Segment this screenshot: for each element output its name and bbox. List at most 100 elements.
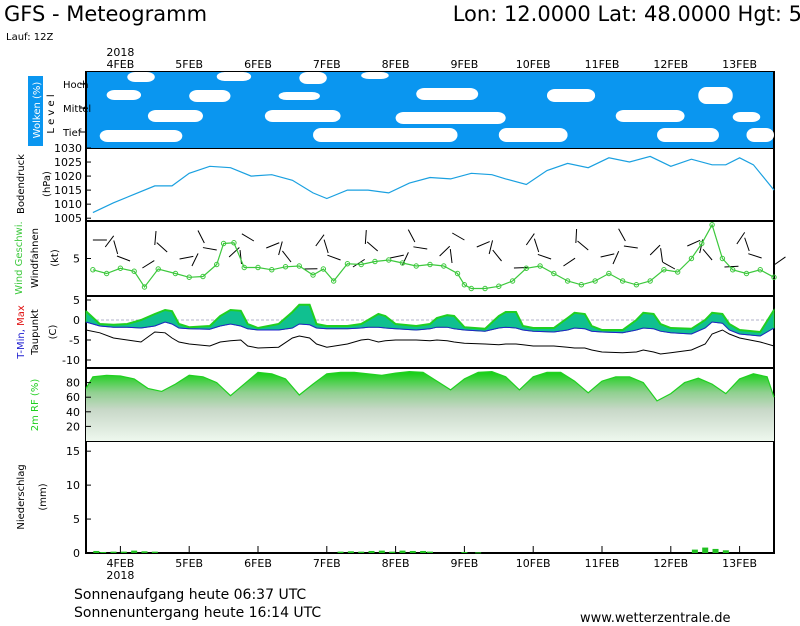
wind-barb (282, 251, 291, 262)
wind-barb (327, 255, 340, 260)
wind-barb (105, 236, 113, 247)
humidity-tick-label: 80 (66, 377, 80, 390)
pressure-tick-label: 1015 (54, 184, 82, 197)
x-tick-label-top: 6FEB (244, 58, 272, 71)
precip-tick-label: 5 (73, 513, 80, 526)
wind-barb (180, 256, 194, 259)
precip-bar (93, 551, 99, 553)
clear-sky-patch (698, 87, 732, 104)
dewpoint-line (86, 330, 774, 354)
precip-bar (100, 552, 106, 553)
precip-bar (348, 551, 354, 553)
wind-barb (748, 254, 761, 258)
x-tick-label-bottom: 12FEB (653, 557, 688, 570)
precip-bar (461, 552, 467, 553)
sunset-info: Sonnenuntergang heute 16:14 UTC (74, 605, 321, 621)
humidity-tick-label: 20 (66, 420, 80, 433)
x-tick-label-top: 4FEB (106, 58, 134, 71)
wind-barb (493, 250, 502, 261)
x-tick-label-bottom: 11FEB (585, 557, 620, 570)
wind-barb (624, 246, 638, 248)
temp-tick-label: -5 (69, 334, 80, 347)
wind-barb (324, 240, 328, 253)
clear-sky-patch (265, 110, 341, 122)
wind-barb (534, 239, 538, 252)
clear-sky-patch (616, 110, 685, 122)
humidity-area (86, 372, 774, 441)
wind-barb (538, 254, 551, 259)
clear-sky-patch (657, 128, 719, 142)
cloud-level-label: Tief (62, 128, 82, 139)
precip-bar (389, 552, 395, 553)
clear-sky-patch (217, 72, 251, 81)
wind-barb (203, 248, 217, 250)
wind-unit: (kt) (50, 249, 61, 267)
clear-sky-patch (100, 130, 183, 142)
temp-tick-label: 5 (73, 294, 80, 307)
precip-bar (369, 551, 375, 553)
x-tick-label-bottom: 5FEB (175, 557, 203, 570)
wind-barb (477, 242, 490, 247)
precip-bar (702, 548, 708, 553)
precip-bar (723, 550, 729, 553)
website-link[interactable]: www.wetterzentrale.de (580, 611, 730, 626)
precip-bar (141, 551, 147, 553)
precip-bar (358, 552, 364, 553)
wind-barb (279, 241, 283, 255)
clear-sky-patch (416, 88, 478, 100)
x-tick-label-bottom: 10FEB (516, 557, 551, 570)
x-tick-label-top: 7FEB (313, 58, 341, 71)
temp-ylabel: T-Min, Max (16, 305, 27, 360)
x-tick-label-top: 9FEB (450, 58, 478, 71)
temp-range-area (86, 305, 774, 336)
pressure-unit: (hPa) (42, 171, 53, 197)
precip-bar (121, 552, 127, 553)
x-tick-label-top: 12FEB (653, 58, 688, 71)
precip-bar (427, 552, 433, 553)
precip-tick-label: 15 (66, 445, 80, 458)
wind-barb (650, 245, 660, 255)
wind-barb (774, 257, 785, 265)
wind-barb (117, 256, 130, 261)
wind-barb (413, 247, 427, 249)
wind-barb (155, 231, 156, 245)
clear-sky-patch (299, 72, 327, 84)
pressure-tick-label: 1010 (54, 198, 82, 211)
x-tick-label-top: 11FEB (585, 58, 620, 71)
precip-bar (713, 549, 719, 553)
clear-sky-patch (313, 128, 457, 142)
precip-bar (399, 551, 405, 553)
precip-unit: (mm) (38, 483, 49, 510)
cloud-level-label: Mittel (63, 104, 91, 115)
pressure-tick-label: 1030 (54, 142, 82, 155)
humidity-ylabel: 2m RF (%) (30, 379, 41, 432)
clear-sky-patch (279, 92, 320, 100)
wind-barb (440, 246, 450, 256)
clear-sky-patch (361, 72, 389, 79)
pressure-tick-label: 1025 (54, 156, 82, 169)
wind-barb (198, 231, 204, 243)
clear-sky-patch (547, 89, 595, 102)
wind-barb (408, 230, 415, 242)
wind-barb (192, 253, 198, 266)
x-tick-label-bottom: 9FEB (450, 557, 478, 570)
clear-sky-patch (396, 112, 506, 124)
cloud-level-axis-label: L e v e l (46, 94, 57, 133)
wind-tick-label: 5 (73, 253, 80, 266)
clear-sky-patch (189, 90, 230, 102)
x-tick-label-bottom: 13FEB (722, 557, 757, 570)
wind-barb (142, 261, 154, 268)
wind-barb (578, 241, 589, 250)
wind-barb (316, 235, 324, 246)
pressure-tick-label: 1020 (54, 170, 82, 183)
x-tick-label-bottom: 6FEB (244, 557, 272, 570)
wind-barb (114, 241, 118, 254)
x-tick-label-top: 5FEB (175, 58, 203, 71)
wind-barb (724, 266, 738, 267)
humidity-tick-label: 60 (66, 391, 80, 404)
clear-sky-patch (499, 128, 568, 142)
year-label-top: 2018 (106, 46, 134, 59)
year-label-bottom: 2018 (106, 569, 134, 582)
wind-barb (619, 229, 626, 241)
x-tick-label-top: 8FEB (382, 58, 410, 71)
